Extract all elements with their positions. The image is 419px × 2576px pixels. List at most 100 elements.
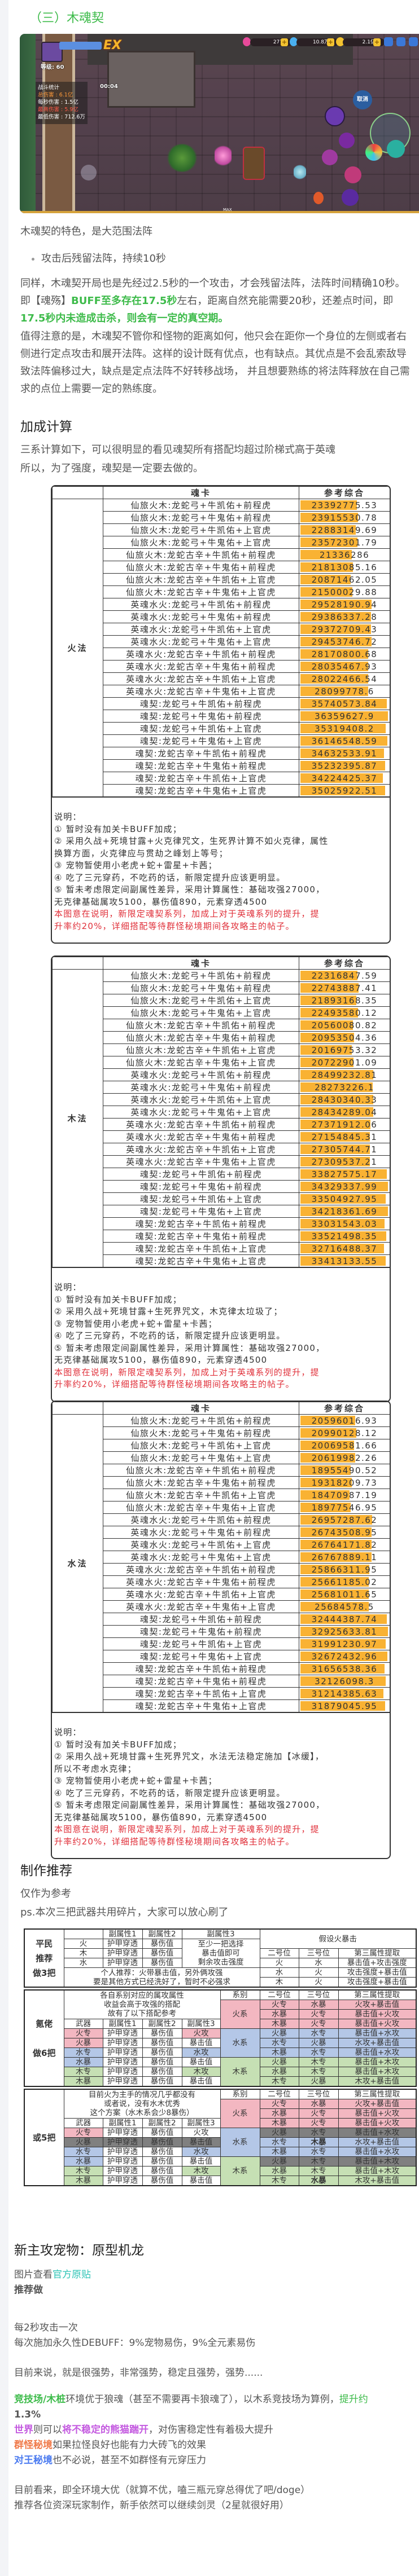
pos-cell: 火	[298, 1977, 339, 1988]
score-value: 26957287.62	[311, 1514, 378, 1525]
soul-card-combo: 英魂水火:龙蛇弓+牛凯佑+前程虎	[103, 598, 299, 611]
note-line: 说明：	[54, 1282, 82, 1292]
ultimate-icon[interactable]	[365, 144, 382, 161]
score-bar	[300, 1441, 354, 1450]
score-bar	[300, 1416, 356, 1425]
move-joystick[interactable]	[81, 165, 97, 180]
table-row: 魂契:龙蛇弓+牛凯佑+前程虎 32444387.74	[53, 1613, 390, 1626]
table-row: 木暴 护甲穿透 暴伤值 暴击值 木专 火暴 木攻+暴击值	[24, 2076, 417, 2087]
potion-icon[interactable]	[313, 192, 324, 204]
table-row: 英魂水火:龙蛇弓+牛鬼佑+上官虎 28434289.04	[53, 1106, 390, 1119]
header-card: 魂卡	[103, 486, 299, 499]
reference-score: 21893168.35	[299, 994, 390, 1007]
soul-card-combo: 魂契:龙蛇弓+牛鬼佑+上官虎	[103, 1650, 299, 1663]
score-bar	[300, 1503, 351, 1512]
table-row: 氪佬 做6把 各自系别对应的属攻属性 收益会高于攻强的搭配 故有了以下搭配参考 系别 二号…	[24, 1989, 417, 2087]
skill-icon[interactable]	[325, 106, 345, 126]
skill-icon[interactable]	[344, 166, 361, 183]
table-row: 仙旅火木:龙蛇古辛+牛凯佑+上官虎 20169753.32	[53, 1043, 390, 1056]
reference-score: 35025922.51	[299, 784, 390, 797]
mail-icon[interactable]	[384, 37, 393, 46]
table-row: 英魂水火:龙蛇古辛+牛鬼佑+上官虎 27309537.21	[53, 1155, 390, 1168]
soul-card-combo: 仙旅火木:龙蛇弓+牛凯佑+上官虎	[103, 1439, 299, 1452]
red-note-line: 升率约20%，详细搭配等待群怪秘境期间各攻略主的帖子。	[54, 1836, 295, 1847]
conclusion-line: 目前看来，即全环境大优（就算不优，嗑三瓶元穿总得优了吧/doge）	[14, 2485, 311, 2496]
score-value: 23572301.79	[311, 537, 378, 548]
paragraph-positioning: 值得注意的是，木魂契不管你和怪物的距离如何，他只会在距你一个身位的左侧或者右侧进…	[20, 331, 410, 395]
third-attr: 水攻+暴击值	[338, 2137, 417, 2147]
score-value: 31879045.95	[311, 1701, 378, 1711]
weapon: 木专	[63, 2166, 103, 2176]
basic-plan-table: 平民 推荐 做3把 副属性1 副属性2 副属性3 假设火暴击火护甲穿透 暴伤值 至少一把选择…	[24, 1928, 417, 1988]
table-row: 英魂水火:龙蛇弓+牛凯佑+上官虎 28430340.33	[53, 1093, 390, 1106]
cancel-button[interactable]: 取消	[353, 90, 372, 109]
sub-attr: 护甲穿透	[102, 1958, 143, 1968]
sub-attr: 暴击值	[181, 2038, 221, 2048]
arena-text: 环境优于狼魂（甚至不需要再卡狼魂了），以木系竞技场为算例，	[66, 2394, 339, 2405]
reference-score: 22316847.59	[299, 969, 390, 982]
score-value: 29453746.72	[311, 636, 378, 647]
add-gold-button[interactable]: +	[373, 38, 381, 46]
skill-icon[interactable]	[387, 140, 405, 158]
slot-2: 水暴	[259, 2166, 299, 2176]
total-damage: 总伤害 : 6.1亿	[38, 92, 73, 98]
score-value: 28022466.54	[311, 673, 378, 684]
settings-icon[interactable]	[409, 37, 418, 46]
reference-score: 23572301.79	[299, 536, 390, 549]
add-gem-button[interactable]: +	[281, 38, 288, 46]
slot-3: 水专	[298, 2147, 339, 2157]
sub-attr: 护甲穿透	[102, 2128, 143, 2138]
score-value: 28273226.1	[315, 1082, 374, 1093]
reference-score: 28434289.04	[299, 1106, 390, 1119]
sub-attr: 火攻	[181, 2128, 221, 2138]
score-bar	[300, 1639, 386, 1649]
score-value: 21893168.35	[311, 995, 378, 1006]
table-row: 魂契:龙蛇古辛+牛鬼佑+上官虎 33413133.55	[53, 1254, 390, 1267]
pos-header: 第三属性提取	[338, 1948, 417, 1958]
skill-icon[interactable]	[342, 189, 359, 206]
score-bar	[300, 1120, 370, 1129]
player-character	[215, 144, 232, 168]
weapon: 火专	[63, 2028, 103, 2038]
soul-card-combo: 仙旅火木:龙蛇弓+牛凯佑+前程虎	[103, 969, 299, 982]
table-row: 武器 副属性1 副属性2 副属性3 木暴 火专 暴击值+火攻	[24, 2118, 417, 2128]
score-bar	[300, 1157, 370, 1166]
score-bar	[300, 500, 357, 510]
sound-icon[interactable]	[396, 37, 405, 46]
soul-card-combo: 英魂水火:龙蛇古辛+牛凯佑+上官虎	[103, 672, 299, 685]
soul-card-combo: 魂契:龙蛇弓+牛凯佑+前程虎	[103, 1613, 299, 1626]
soul-card-combo: 仙旅火木:龙蛇古辛+牛鬼佑+上官虎	[103, 1501, 299, 1514]
slot-2: 火暴	[259, 2028, 299, 2038]
reference-score: 22743887.41	[299, 981, 390, 994]
skill-icon[interactable]	[322, 149, 338, 165]
pos-header: 二号位	[259, 1989, 299, 2000]
mob-highlight: 群怪秘境	[14, 2440, 53, 2451]
sub-attr: 暴击值	[181, 2176, 221, 2186]
sub-attr: 暴伤值	[142, 2076, 182, 2087]
table-row: 仙旅火木:龙蛇古辛+牛凯佑+前程虎 21336286	[53, 548, 390, 561]
pos-cell: 木	[259, 1977, 299, 1988]
sub-attr: 暴伤值	[142, 1958, 182, 1968]
score-bar	[300, 1244, 384, 1253]
reference-score: 28273226.1	[299, 1081, 390, 1094]
score-value: 20560080.82	[311, 1020, 378, 1031]
slot-3: 水专	[298, 2028, 339, 2038]
weapon: 水暴	[63, 2156, 103, 2167]
skill-icon[interactable]	[339, 133, 355, 148]
intro-line: 目前火为主手的情况几乎都没有	[89, 2090, 195, 2099]
table-row: 木暴 护甲穿透 暴伤值 暴击值 木专 水暴 木攻+暴击值	[24, 2176, 417, 2186]
score-bar	[300, 1144, 370, 1154]
official-post-link[interactable]: 官方原贴	[53, 2269, 91, 2280]
score-value: 34632533.91	[311, 748, 378, 759]
reference-score: 31656538.36	[299, 1662, 390, 1675]
add-diamond-button[interactable]: +	[327, 38, 334, 46]
soul-card-combo: 仙旅火木:龙蛇古辛+牛凯佑+前程虎	[103, 548, 299, 561]
table-row: 魂契:龙蛇弓+牛凯佑+前程虎 35740573.84	[53, 697, 390, 710]
reference-score: 29372709.43	[299, 623, 390, 636]
reference-score: 28499232.81	[299, 1068, 390, 1081]
sub-attr: 暴伤值	[142, 2137, 182, 2147]
table-row: 仙旅火木:龙蛇古辛+牛凯佑+前程虎 20560080.82	[53, 1019, 390, 1032]
score-value: 35232395.87	[311, 760, 378, 771]
soul-card-combo: 英魂水火:龙蛇弓+牛鬼佑+上官虎	[103, 1106, 299, 1119]
sub-attr: 暴击值	[181, 2156, 221, 2167]
